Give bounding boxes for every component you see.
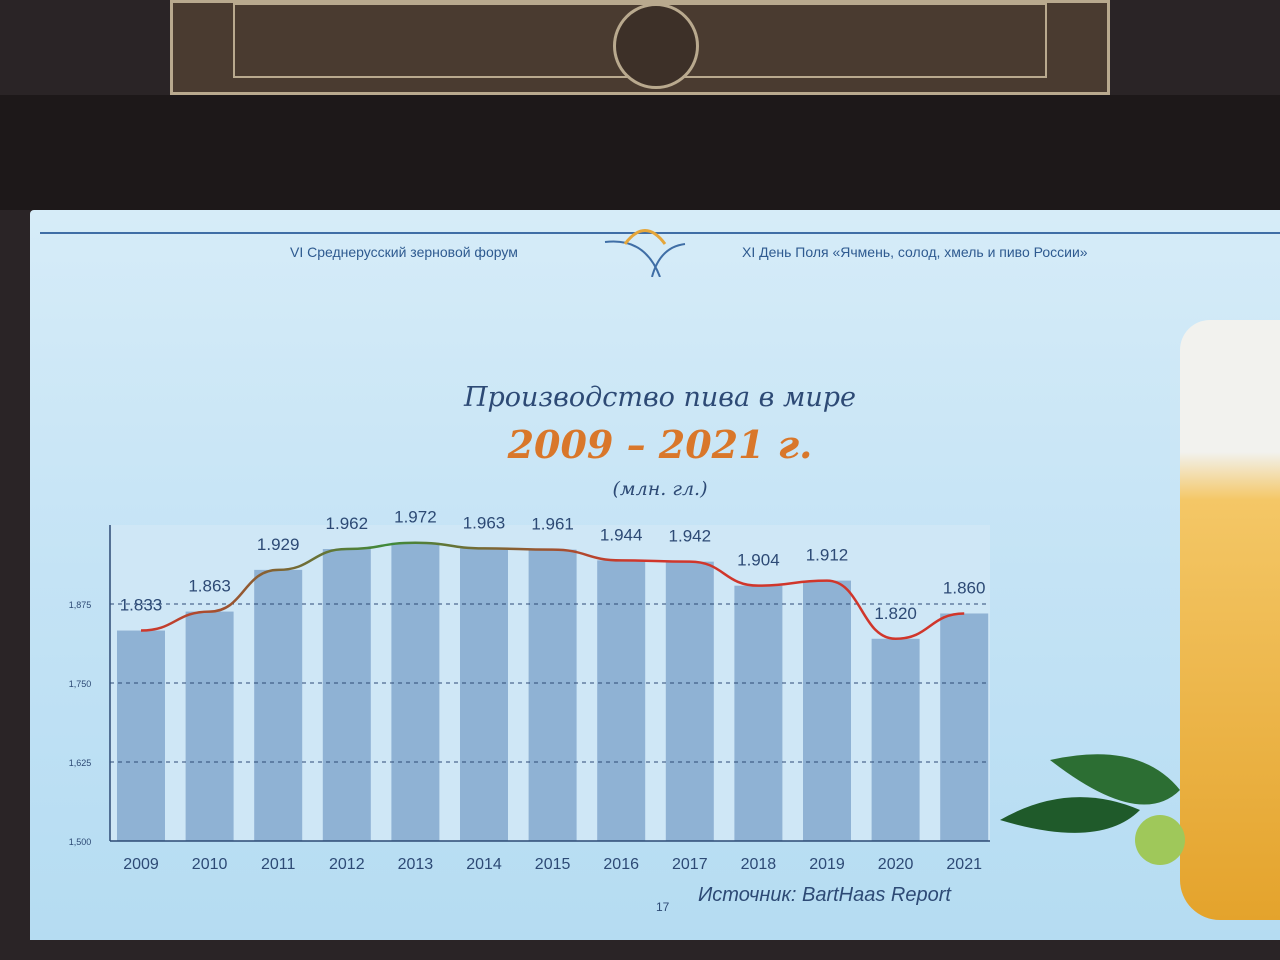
y-tick-label: 1,625 — [69, 758, 92, 768]
data-label: 1.962 — [326, 514, 369, 533]
sun-logo-icon — [604, 229, 686, 277]
bar — [940, 613, 989, 841]
hop-leaf-image — [1000, 754, 1185, 865]
header-right: XI День Поля «Ячмень, солод, хмель и пив… — [742, 244, 1088, 260]
bar — [117, 630, 165, 841]
data-label: 1.929 — [257, 535, 300, 554]
bar — [871, 638, 920, 841]
x-tick-label: 2014 — [466, 856, 502, 873]
x-tick-label: 2020 — [878, 856, 914, 873]
x-tick-label: 2010 — [192, 856, 228, 873]
x-tick-label: 2015 — [535, 856, 571, 873]
data-label: 1.860 — [943, 578, 986, 597]
data-label: 1.944 — [600, 525, 643, 544]
x-tick-label: 2019 — [809, 856, 845, 873]
presentation-slide: VI Среднерусский зерновой форум XI День … — [30, 210, 1280, 940]
chart-title: Производство пива в мире — [463, 382, 857, 413]
data-label: 1.961 — [531, 515, 574, 534]
bar-chart: 1,500 1,625 1,750 1,875 2009 2010 2011 2012 2013… — [69, 508, 990, 873]
x-tick-label: 2018 — [741, 856, 777, 873]
x-tick-label: 2017 — [672, 856, 708, 873]
bar — [185, 611, 234, 841]
decorative-frame — [170, 0, 1110, 95]
trend-line — [140, 541, 965, 641]
bar — [528, 549, 577, 841]
data-label: 1.904 — [737, 551, 780, 570]
data-label: 1.833 — [120, 596, 163, 615]
data-label: 1.963 — [463, 513, 506, 532]
x-tick-label: 2021 — [946, 856, 982, 873]
bar — [665, 561, 714, 841]
wall — [0, 95, 1280, 210]
x-tick-label: 2012 — [329, 856, 365, 873]
header-line — [40, 232, 1280, 234]
data-label: 1.820 — [874, 604, 917, 623]
data-label: 1.863 — [188, 577, 231, 596]
data-label: 1.912 — [806, 546, 849, 565]
x-tick-label: 2009 — [123, 856, 159, 873]
source-label: Источник: BartHaas Report — [698, 884, 951, 906]
x-tick-label: 2013 — [398, 856, 434, 873]
bar — [734, 585, 783, 841]
bar — [597, 560, 646, 841]
x-tick-label: 2016 — [603, 856, 639, 873]
bar — [391, 542, 440, 841]
y-tick-label: 1,875 — [69, 600, 92, 610]
y-tick-label: 1,750 — [69, 679, 92, 689]
bar — [460, 548, 508, 841]
chart-unit: (млн. гл.) — [612, 478, 708, 500]
bar — [322, 549, 371, 841]
chart-subtitle: 2009 – 2021 г. — [507, 422, 813, 467]
beer-glass-image — [1180, 320, 1280, 920]
x-tick-label: 2011 — [261, 856, 296, 873]
page-number: 17 — [656, 900, 670, 914]
bar — [803, 580, 851, 841]
y-tick-label: 1,500 — [69, 837, 92, 847]
data-label: 1.972 — [394, 508, 437, 527]
header-left: VI Среднерусский зерновой форум — [290, 244, 518, 260]
bar — [254, 569, 303, 841]
data-label: 1.942 — [669, 527, 712, 546]
